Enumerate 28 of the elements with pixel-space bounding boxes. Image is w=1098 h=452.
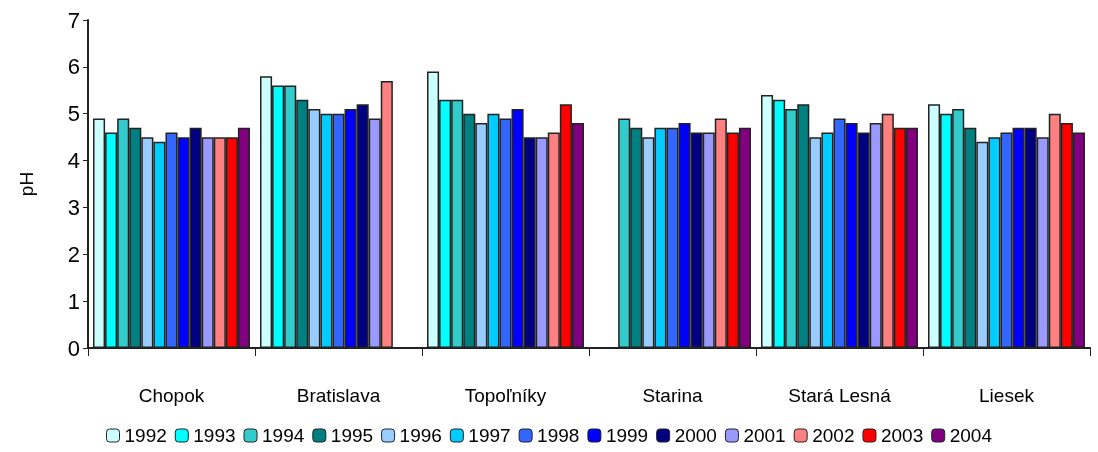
legend-label: 1996	[399, 425, 442, 446]
legend-label: 2002	[812, 425, 855, 446]
legend-label: 2000	[674, 425, 717, 446]
y-tick-label: 2	[67, 241, 80, 267]
legend-label: 1994	[262, 425, 305, 446]
legend-label: 1997	[468, 425, 511, 446]
y-tick-label: 5	[67, 101, 80, 127]
legend-label: 1992	[124, 425, 167, 446]
legend-label: 2003	[880, 425, 924, 446]
y-tick-label: 7	[67, 7, 80, 33]
legend-label: 1999	[605, 425, 649, 446]
y-tick-label: 3	[67, 194, 80, 220]
legend-label: 2001	[743, 425, 786, 446]
x-tick-label: Stará Lesná	[788, 385, 892, 406]
y-tick-label: 4	[67, 148, 80, 174]
x-tick-label: Starina	[642, 385, 704, 406]
y-tick-label: 0	[67, 335, 80, 361]
y-axis-title: pH	[16, 171, 37, 197]
x-tick-label: Bratislava	[296, 385, 381, 406]
x-tick-label: Chopok	[138, 385, 205, 406]
y-tick-label: 1	[67, 288, 80, 314]
x-tick-label: Liesek	[979, 385, 1035, 406]
legend-label: 2004	[949, 425, 993, 446]
legend-label: 1998	[537, 425, 580, 446]
legend-label: 1993	[193, 425, 236, 446]
legend-label: 1995	[330, 425, 374, 446]
y-tick-label: 6	[67, 54, 80, 80]
x-tick-label: Topoľníky	[464, 385, 547, 406]
